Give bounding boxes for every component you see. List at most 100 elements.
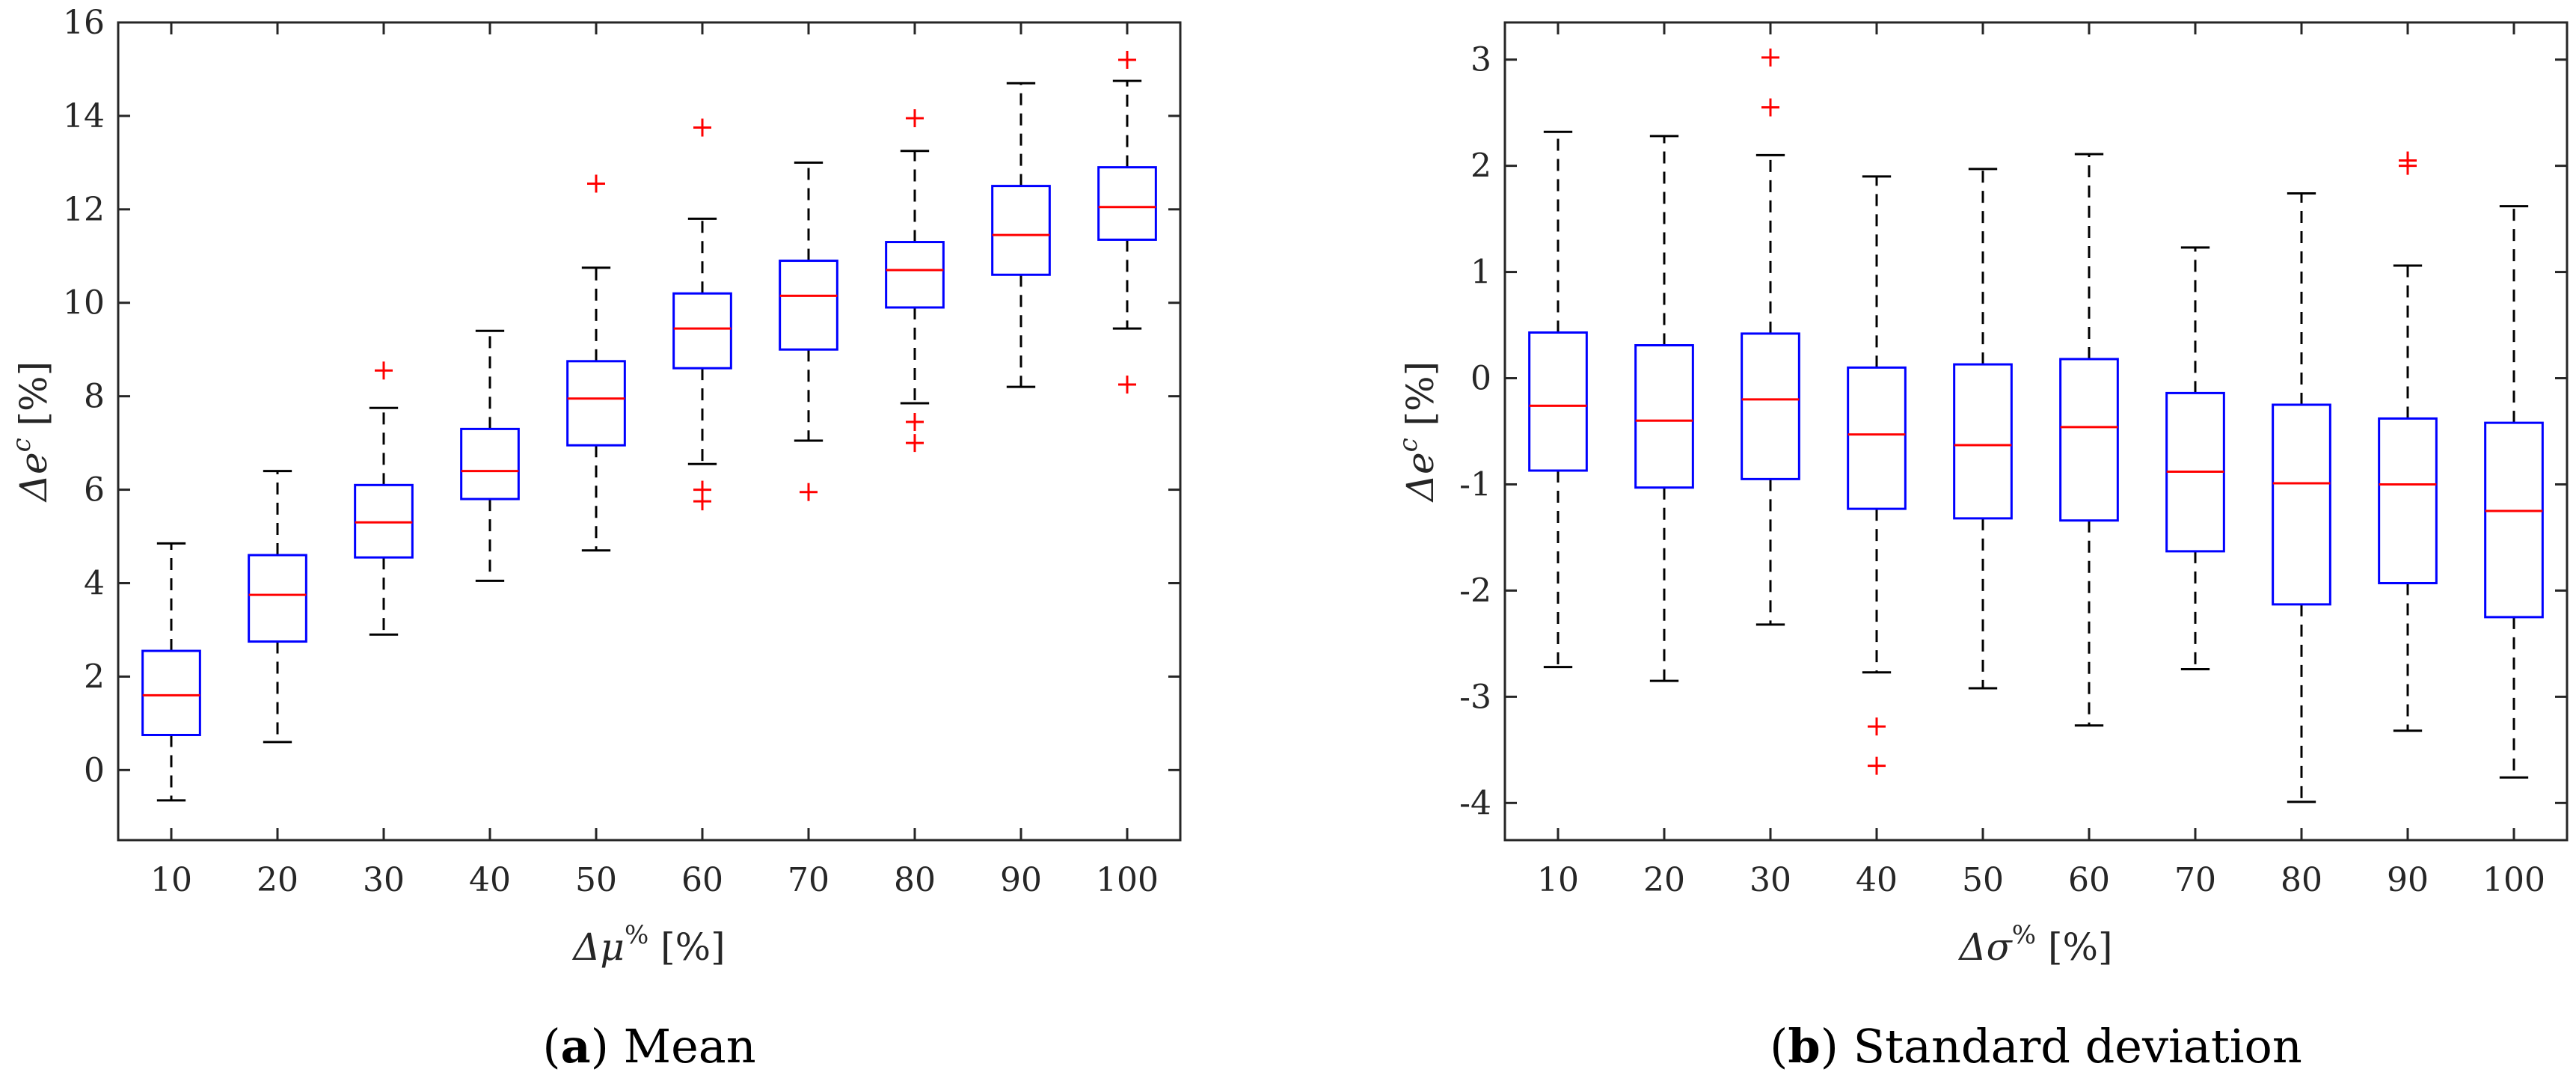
panel-b-y-tick-label: 1 xyxy=(1471,254,1491,292)
panel-a-box-100 xyxy=(1097,50,1157,394)
iqr-box xyxy=(1634,344,1694,489)
panel-a-y-tick-label: 16 xyxy=(63,4,105,42)
iqr-box xyxy=(885,241,945,309)
iqr-box xyxy=(991,185,1051,276)
panel-b-y-tick-label: -4 xyxy=(1459,784,1491,822)
caption-letter: b xyxy=(1788,1019,1820,1074)
panel-b-y-tick-label: 2 xyxy=(1471,147,1491,186)
panel-a-x-tick-label: 100 xyxy=(1096,861,1159,899)
iqr-box xyxy=(1953,363,2013,520)
panel-a-mean: 0 2 4 6 8 10 12 14 16 10 20 30 40 50 60 70 80 90 100 Δμ% [%… xyxy=(7,4,1182,1074)
panel-a-box-30 xyxy=(354,361,414,636)
outlier-marker xyxy=(1868,717,1886,736)
y-label-base: Δe xyxy=(1399,452,1442,503)
panel-a-y-tick-label: 14 xyxy=(63,97,105,135)
caption-text: Standard deviation xyxy=(1839,1019,2302,1074)
iqr-box xyxy=(779,260,838,351)
panel-b-y-tick-label: -2 xyxy=(1459,572,1491,610)
caption-close-paren: ) xyxy=(591,1019,609,1074)
panel-b-box-80 xyxy=(2272,192,2331,803)
outlier-marker xyxy=(906,434,924,453)
caption-letter: a xyxy=(561,1019,591,1074)
iqr-box xyxy=(566,360,626,447)
panel-a-box-70 xyxy=(779,161,838,501)
outlier-marker xyxy=(1761,98,1779,117)
iqr-box xyxy=(141,649,201,736)
panel-b-box-50 xyxy=(1953,168,2013,690)
panel-b-x-tick-label: 60 xyxy=(2068,861,2110,899)
iqr-box xyxy=(2272,403,2331,606)
panel-b-axes-frame xyxy=(1503,21,2569,842)
y-label-unit: [%] xyxy=(1399,361,1442,438)
iqr-box xyxy=(672,292,732,370)
panel-b-y-tick-label: 0 xyxy=(1471,360,1491,398)
panel-a-x-tick-label: 90 xyxy=(1000,861,1042,899)
outlier-marker xyxy=(1761,48,1779,67)
panel-a-box-90 xyxy=(991,82,1051,388)
panel-b-y-tick-label: -1 xyxy=(1459,465,1491,503)
outlier-marker xyxy=(2399,156,2417,175)
panel-a-axes-frame xyxy=(117,21,1182,842)
panel-b-box-100 xyxy=(2484,205,2544,779)
outlier-marker xyxy=(1868,756,1886,775)
caption-open-paren: ( xyxy=(542,1019,560,1074)
panel-b-x-tick-label: 90 xyxy=(2387,861,2429,899)
panel-a-x-tick-label: 40 xyxy=(469,861,511,899)
panel-a-x-tick-label: 20 xyxy=(257,861,298,899)
iqr-box xyxy=(2378,417,2438,584)
panel-b-box-10 xyxy=(1528,130,1588,669)
panel-b-box-30 xyxy=(1741,48,1800,626)
outlier-marker xyxy=(906,109,924,128)
outlier-marker xyxy=(587,174,605,193)
panel-b-standard-deviation: -4 -3 -2 -1 0 1 2 3 10 20 30 40 50 60 70 80 90 100 Δσ% [%]… xyxy=(1393,21,2569,1074)
x-label-sup: % xyxy=(2012,920,2036,950)
iqr-box xyxy=(354,483,414,559)
y-label-sup: c xyxy=(1393,438,1423,452)
panel-b-y-axis-label: Δec [%] xyxy=(1393,361,1442,503)
iqr-box xyxy=(1847,366,1907,510)
x-label-unit: [%] xyxy=(648,925,725,969)
x-label-base: Δσ xyxy=(1958,925,2014,969)
panel-a-y-tick-label: 6 xyxy=(84,471,105,509)
panel-b-box-60 xyxy=(2059,153,2119,727)
caption-close-paren: ) xyxy=(1821,1019,1839,1074)
panel-a-box-80 xyxy=(885,109,945,453)
panel-a-x-tick-label: 80 xyxy=(894,861,936,899)
outlier-marker xyxy=(375,361,393,380)
panel-a-x-tick-label: 10 xyxy=(150,861,192,899)
panel-a-box-60 xyxy=(672,118,732,511)
outlier-marker xyxy=(906,413,924,432)
panel-a-box-20 xyxy=(248,470,307,744)
iqr-box xyxy=(2484,421,2544,619)
panel-b-caption: (b) Standard deviation xyxy=(1770,1019,2302,1074)
iqr-box xyxy=(1097,166,1157,241)
x-label-unit: [%] xyxy=(2036,925,2112,969)
panel-b-box-90 xyxy=(2378,151,2438,732)
panel-b-x-tick-label: 70 xyxy=(2174,861,2216,899)
outlier-marker xyxy=(800,483,818,501)
iqr-box xyxy=(2059,358,2119,522)
panel-a-y-tick-label: 12 xyxy=(63,191,105,229)
panel-b-x-tick-label: 40 xyxy=(1856,861,1898,899)
panel-b-y-tick-label: -3 xyxy=(1459,678,1491,716)
panel-b-box-40 xyxy=(1847,175,1907,775)
panel-b-x-tick-label: 50 xyxy=(1962,861,2004,899)
outlier-marker xyxy=(1118,50,1136,69)
panel-b-box-20 xyxy=(1634,135,1694,682)
caption-text: Mean xyxy=(609,1019,756,1074)
panel-a-y-tick-label: 0 xyxy=(84,751,105,789)
panel-b-x-axis-label: Δσ% [%] xyxy=(1958,920,2113,969)
iqr-box xyxy=(1741,332,1800,480)
iqr-box xyxy=(460,427,520,500)
panel-a-box-10 xyxy=(141,542,201,802)
panel-b-box-70 xyxy=(2165,246,2225,670)
panel-a-box-50 xyxy=(566,174,626,552)
panel-b-x-tick-label: 30 xyxy=(1749,861,1791,899)
panel-b-x-tick-label: 20 xyxy=(1643,861,1685,899)
panel-b-x-tick-label: 80 xyxy=(2281,861,2322,899)
outlier-marker xyxy=(693,492,711,511)
panel-a-x-tick-label: 50 xyxy=(575,861,617,899)
panel-b-x-tick-label: 100 xyxy=(2483,861,2545,899)
iqr-box xyxy=(1528,331,1588,472)
